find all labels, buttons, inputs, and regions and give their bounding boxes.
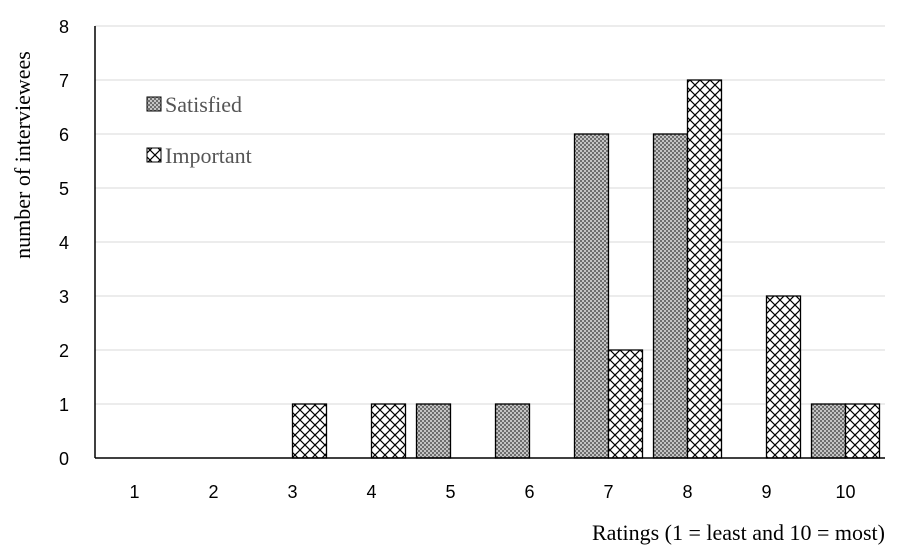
x-tick-label: 6 — [524, 482, 534, 502]
y-tick-label: 1 — [59, 395, 69, 415]
bar-satisfied — [573, 133, 610, 459]
x-tick-label: 7 — [603, 482, 613, 502]
bar-important — [686, 79, 723, 459]
x-tick-label: 1 — [129, 482, 139, 502]
legend-label-satisfied: Satisfied — [165, 92, 242, 117]
y-tick-label: 8 — [59, 17, 69, 37]
y-axis-title: number of interviewees — [10, 51, 35, 259]
x-tick-labels: 1 2 3 4 5 6 7 8 9 10 — [129, 482, 855, 502]
bar-satisfied — [810, 403, 847, 459]
x-tick-label: 5 — [445, 482, 455, 502]
legend-swatch-satisfied — [146, 96, 162, 112]
x-axis-title: Ratings (1 = least and 10 = most) — [592, 520, 885, 545]
bar-satisfied — [415, 403, 452, 459]
legend-label-important: Important — [165, 143, 252, 168]
x-tick-label: 4 — [366, 482, 376, 502]
legend-item-satisfied: Satisfied — [146, 92, 242, 117]
gridlines — [95, 25, 885, 405]
bar-important — [607, 349, 644, 459]
y-tick-label: 6 — [59, 125, 69, 145]
y-tick-label: 3 — [59, 287, 69, 307]
bar-important — [765, 295, 802, 459]
y-tick-label: 7 — [59, 71, 69, 91]
legend: Satisfied Important — [146, 92, 252, 168]
bar-satisfied — [652, 133, 689, 459]
bar-important — [844, 403, 881, 459]
y-tick-label: 0 — [59, 449, 69, 469]
y-tick-labels: 0 1 2 3 4 5 6 7 8 — [59, 17, 69, 469]
x-tick-label: 3 — [287, 482, 297, 502]
bar-satisfied — [494, 403, 531, 459]
x-tick-label: 10 — [835, 482, 855, 502]
bar-important — [370, 403, 407, 459]
bar-important — [291, 403, 328, 459]
x-tick-label: 8 — [682, 482, 692, 502]
bars — [291, 79, 881, 459]
axes — [94, 26, 885, 459]
y-tick-label: 5 — [59, 179, 69, 199]
legend-swatch-important — [146, 147, 162, 163]
legend-item-important: Important — [146, 143, 252, 168]
y-tick-label: 4 — [59, 233, 69, 253]
x-tick-label: 2 — [208, 482, 218, 502]
x-tick-label: 9 — [761, 482, 771, 502]
y-tick-label: 2 — [59, 341, 69, 361]
